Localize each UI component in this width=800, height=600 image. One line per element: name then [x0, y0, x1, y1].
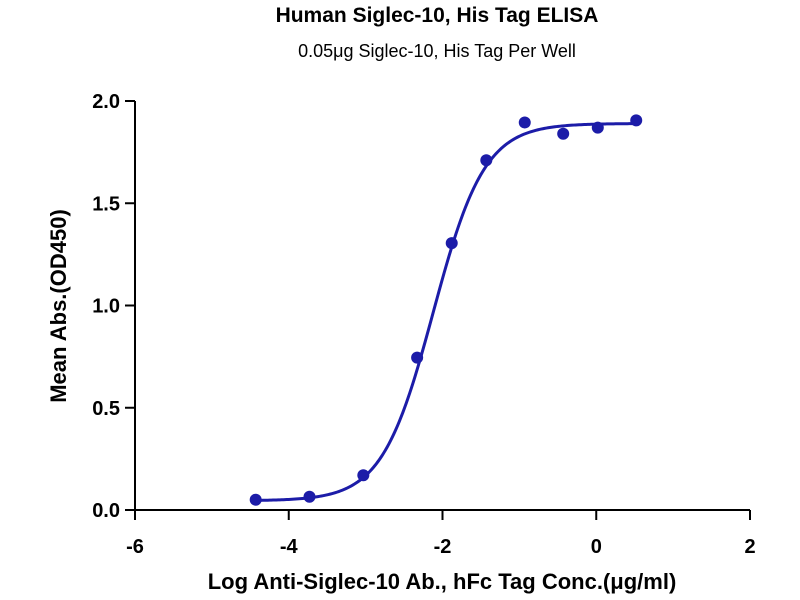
y-axis-label: Mean Abs.(OD450) — [46, 209, 71, 403]
chart-subtitle: 0.05μg Siglec-10, His Tag Per Well — [298, 41, 576, 61]
data-point — [480, 154, 493, 167]
axes-group: -6 -4 -2 0 2 0.0 0.5 1.0 1.5 2.0 — [92, 91, 755, 558]
y-tick-label: 1.5 — [92, 193, 120, 215]
fit-curve-group — [255, 122, 637, 502]
data-point — [303, 490, 316, 503]
x-tick-label: -4 — [280, 536, 299, 558]
x-tick-label: -6 — [126, 536, 144, 558]
x-tick-label: 0 — [591, 536, 602, 558]
fit-curve-line — [255, 122, 637, 502]
y-tick-label: 2.0 — [92, 91, 120, 113]
data-points-group — [249, 114, 643, 506]
x-tick-label: -2 — [434, 536, 452, 558]
x-axis-label: Log Anti-Siglec-10 Ab., hFc Tag Conc.(μg… — [208, 569, 677, 594]
data-point — [557, 127, 570, 140]
data-point — [591, 121, 604, 134]
data-point — [518, 116, 531, 129]
data-point — [445, 237, 458, 250]
y-tick-label: 0.5 — [92, 398, 120, 420]
chart-title: Human Siglec-10, His Tag ELISA — [276, 4, 599, 27]
data-point — [630, 114, 643, 127]
y-tick-label: 0.0 — [92, 500, 120, 522]
x-tick-label: 2 — [744, 536, 755, 558]
data-point — [411, 351, 424, 364]
data-point — [249, 493, 262, 506]
y-tick-label: 1.0 — [92, 296, 120, 318]
data-point — [357, 469, 370, 482]
